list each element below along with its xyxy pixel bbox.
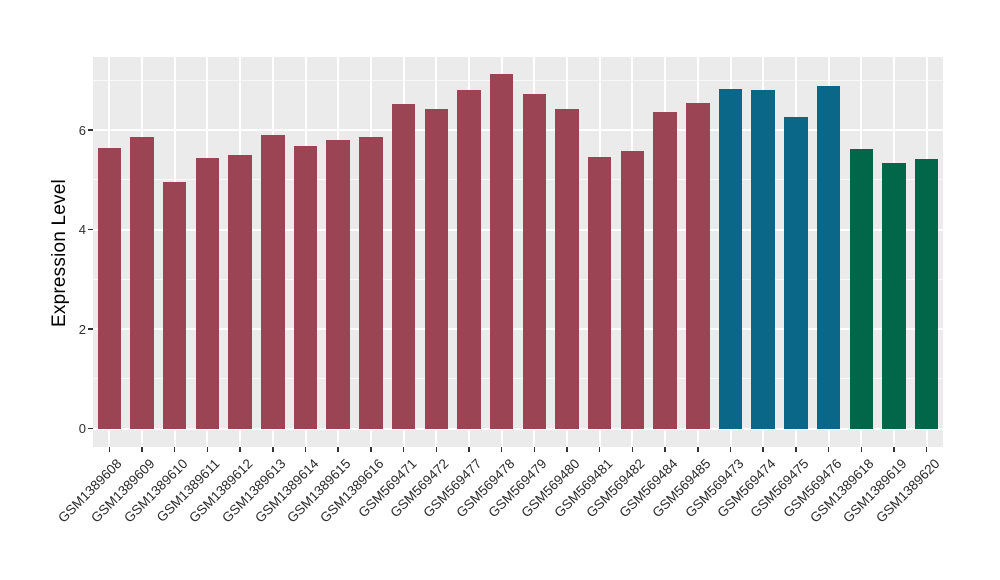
bar-GSM1389616 (359, 137, 383, 429)
gridline-major-y4 (93, 228, 943, 231)
gridline-minor-y1 (93, 378, 943, 380)
x-tick-mark-GSM569478 (500, 447, 503, 452)
x-tick-mark-GSM569485 (697, 447, 699, 452)
x-tick-mark-GSM1389619 (893, 447, 895, 452)
x-tick-mark-GSM569481 (598, 447, 601, 452)
x-tick-mark-GSM569474 (762, 447, 764, 452)
x-tick-mark-GSM1389609 (141, 447, 143, 452)
bar-GSM569471 (391, 103, 416, 429)
bar-GSM569472 (424, 109, 449, 429)
x-tick-mark-GSM569473 (729, 447, 732, 452)
gridline-major-y2 (93, 328, 943, 331)
x-tick-mark-GSM569484 (664, 447, 666, 452)
bar-GSM1389613 (261, 135, 285, 429)
y-tick-mark-2 (88, 328, 93, 330)
x-tick-mark-GSM569477 (468, 447, 470, 452)
bar-GSM569477 (457, 89, 481, 429)
y-tick-label-4: 4 (78, 222, 86, 238)
x-tick-mark-GSM569476 (827, 447, 830, 452)
x-tick-mark-GSM569475 (795, 447, 797, 452)
bar-GSM569484 (653, 111, 677, 429)
x-tick-mark-GSM1389610 (173, 447, 176, 452)
bar-GSM1389615 (326, 140, 350, 429)
bar-GSM569481 (587, 157, 612, 429)
bar-GSM1389610 (162, 182, 187, 429)
bar-GSM1389620 (914, 158, 939, 429)
bar-GSM1389618 (849, 149, 874, 429)
x-tick-mark-GSM569482 (631, 447, 634, 452)
gridline-minor-y7 (93, 79, 943, 81)
x-tick-mark-GSM569472 (435, 447, 438, 452)
x-tick-mark-GSM1389616 (370, 447, 372, 452)
y-tick-label-2: 2 (78, 321, 86, 337)
bar-GSM1389612 (228, 154, 252, 429)
plot-panel (93, 57, 943, 447)
bar-GSM569474 (751, 90, 775, 429)
bar-GSM569476 (816, 85, 841, 429)
bar-GSM569473 (718, 89, 743, 429)
gridline-major-y6 (93, 129, 943, 132)
bar-GSM569479 (522, 94, 547, 429)
x-tick-mark-GSM569471 (402, 447, 405, 452)
gridline-minor-y3 (93, 278, 943, 280)
x-tick-mark-GSM1389618 (860, 447, 863, 452)
bar-GSM569475 (784, 116, 808, 429)
x-tick-mark-GSM1389608 (108, 447, 111, 452)
bar-GSM569480 (555, 109, 579, 429)
y-tick-mark-6 (88, 129, 93, 131)
bar-GSM569482 (620, 151, 645, 429)
bar-GSM1389619 (882, 163, 906, 429)
x-tick-mark-GSM1389620 (925, 447, 928, 452)
gridline-major-y0 (93, 427, 943, 430)
bar-GSM1389614 (293, 146, 318, 429)
bar-GSM1389609 (130, 137, 154, 429)
y-tick-label-6: 6 (78, 122, 86, 138)
x-tick-mark-GSM1389613 (272, 447, 274, 452)
y-tick-mark-0 (88, 427, 93, 430)
x-tick-mark-GSM569479 (533, 447, 536, 452)
gridline-minor-y5 (93, 179, 943, 181)
bar-GSM569478 (489, 73, 514, 429)
x-tick-mark-GSM1389612 (239, 447, 241, 452)
x-tick-mark-GSM1389615 (337, 447, 339, 452)
bar-GSM569485 (686, 102, 710, 429)
y-tick-mark-4 (88, 228, 93, 231)
x-tick-mark-GSM569480 (566, 447, 568, 452)
x-tick-mark-GSM1389611 (206, 447, 209, 452)
bar-GSM1389611 (195, 157, 220, 429)
y-tick-label-0: 0 (78, 421, 86, 437)
x-tick-mark-GSM1389614 (304, 447, 307, 452)
bar-GSM1389608 (97, 148, 122, 429)
